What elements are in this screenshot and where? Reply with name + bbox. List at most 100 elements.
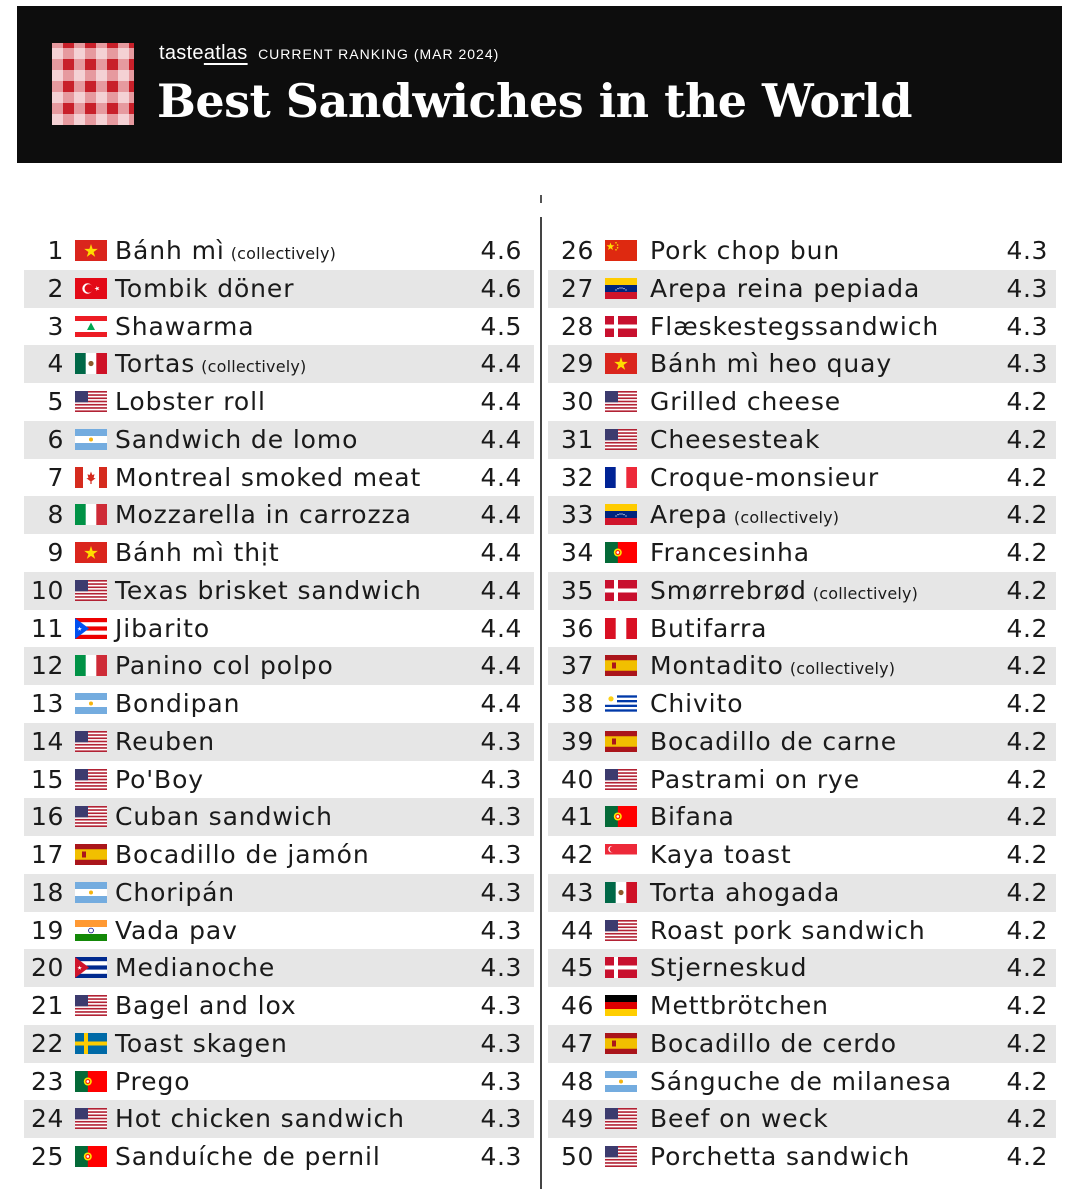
ranking-subtitle: CURRENT RANKING (MAR 2024) [258, 46, 500, 62]
rating-score: 4.3 [480, 1066, 522, 1096]
list-item: 24 Hot chicken sandwich 4.3 [24, 1100, 534, 1138]
rating-score: 4.3 [480, 840, 522, 869]
sandwich-name: Panino col polpo [115, 647, 334, 685]
rating-score: 4.3 [480, 726, 522, 756]
flag-us-icon [605, 1108, 637, 1130]
rank-number: 21 [30, 991, 64, 1020]
sandwich-name: Sandwich de lomo [115, 421, 358, 459]
sandwich-name: Bánh mì thịt [115, 534, 280, 572]
rating-score: 4.3 [480, 764, 522, 794]
sandwich-name-text: Sánguche de milanesa [650, 1066, 952, 1096]
rank-number: 24 [30, 1104, 64, 1134]
list-item: 21 Bagel and lox 4.3 [24, 987, 534, 1025]
flag-lb-icon [75, 315, 107, 337]
sandwich-name-text: Reuben [115, 726, 215, 756]
list-item: 26 Pork chop bun 4.3 [548, 232, 1056, 270]
rating-score: 4.6 [480, 273, 522, 303]
flag-de-icon [605, 995, 637, 1016]
sandwich-name-text: Lobster roll [115, 387, 266, 416]
rating-score: 4.2 [1006, 953, 1048, 983]
list-item: 13 Bondipan 4.4 [24, 685, 534, 723]
rank-number: 26 [560, 236, 594, 265]
rank-number: 38 [560, 689, 594, 718]
flag-fr-icon [605, 466, 637, 488]
rating-score: 4.2 [1006, 575, 1048, 605]
flag-es-icon [75, 844, 107, 865]
flag-us-icon [605, 919, 637, 941]
rating-score: 4.3 [480, 1142, 522, 1171]
list-item: 49 Beef on weck 4.2 [548, 1100, 1056, 1138]
sandwich-name-text: Bánh mì [115, 236, 225, 265]
rank-number: 9 [47, 538, 64, 567]
rating-score: 4.2 [1006, 726, 1048, 756]
sandwich-name: Vada pav [115, 912, 238, 950]
sandwich-name-text: Cuban sandwich [115, 802, 333, 832]
flag-dk-icon [605, 315, 637, 337]
rank-number: 48 [560, 1066, 594, 1096]
sandwich-name-text: Texas brisket sandwich [115, 575, 422, 605]
rank-number: 2 [47, 273, 64, 303]
flag-vn-icon [605, 353, 637, 375]
sandwich-name-text: Arepa reina pepiada [650, 273, 921, 303]
sandwich-name: Bocadillo de cerdo [650, 1025, 897, 1063]
flag-cu-icon [75, 957, 107, 979]
list-item: 50 Porchetta sandwich 4.2 [548, 1138, 1056, 1176]
sandwich-name-text: Bifana [650, 802, 735, 832]
list-item: 40 Pastrami on rye 4.2 [548, 761, 1056, 799]
column-divider [540, 217, 542, 1189]
rank-number: 12 [30, 651, 64, 681]
sandwich-name-text: Bondipan [115, 689, 241, 718]
sandwich-name-text: Butifarra [650, 613, 768, 643]
rank-number: 42 [560, 840, 594, 869]
list-item: 20 Medianoche 4.3 [24, 949, 534, 987]
flag-us-icon [75, 391, 107, 412]
flag-in-icon [75, 919, 107, 941]
flag-es-icon [605, 655, 637, 677]
flag-ar-icon [75, 428, 107, 450]
flag-us-icon [75, 995, 107, 1016]
rating-score: 4.3 [480, 953, 522, 983]
sandwich-name-text: Toast skagen [115, 1028, 288, 1058]
flag-it-icon [75, 504, 107, 526]
list-item: 31 Cheesesteak 4.2 [548, 420, 1056, 459]
sandwich-name: Arepa reina pepiada [650, 270, 920, 308]
rank-number: 13 [30, 689, 64, 718]
sandwich-name-text: Torta ahogada [650, 877, 841, 907]
list-item: 3 Shawarma 4.5 [24, 308, 534, 346]
sandwich-name: Reuben [115, 723, 215, 761]
sandwich-name: Sanduíche de pernil [115, 1138, 381, 1176]
brand-name: tasteatlas [159, 42, 248, 64]
rating-score: 4.2 [1006, 764, 1048, 794]
rating-score: 4.2 [1006, 840, 1048, 869]
rating-score: 4.2 [1006, 538, 1048, 567]
sandwich-name: Cuban sandwich [115, 798, 333, 836]
sandwich-name-text: Jibarito [115, 613, 211, 643]
flag-ca-icon [75, 466, 107, 488]
sandwich-name: Chivito [650, 685, 743, 723]
list-item: 37 Montadito (collectively) 4.2 [548, 647, 1056, 685]
sandwich-name: Sánguche de milanesa [650, 1063, 952, 1101]
sandwich-name: Bánh mì (collectively) [115, 232, 336, 273]
list-item: 4 Tortas (collectively) 4.4 [24, 345, 534, 383]
list-item: 23 Prego 4.3 [24, 1063, 534, 1101]
rank-number: 44 [560, 915, 594, 945]
list-item: 18 Choripán 4.3 [24, 873, 534, 912]
collectively-note: (collectively) [201, 357, 307, 377]
sandwich-name: Bocadillo de carne [650, 723, 897, 761]
sandwich-name: Pastrami on rye [650, 761, 860, 799]
rank-number: 41 [560, 802, 594, 832]
rating-score: 4.4 [480, 424, 522, 454]
rating-score: 4.4 [480, 538, 522, 567]
sandwich-name: Beef on weck [650, 1100, 829, 1138]
list-item: 6 Sandwich de lomo 4.4 [24, 420, 534, 459]
rank-number: 30 [560, 387, 594, 416]
flag-pt-icon [605, 542, 637, 563]
rank-number: 16 [30, 802, 64, 832]
list-item: 9 Bánh mì thịt 4.4 [24, 534, 534, 572]
rank-number: 19 [30, 915, 64, 945]
rating-score: 4.3 [1006, 236, 1048, 265]
rank-number: 43 [560, 877, 594, 907]
rating-score: 4.6 [480, 236, 522, 265]
rating-score: 4.3 [1006, 349, 1048, 379]
collectively-note: (collectively) [733, 508, 840, 528]
